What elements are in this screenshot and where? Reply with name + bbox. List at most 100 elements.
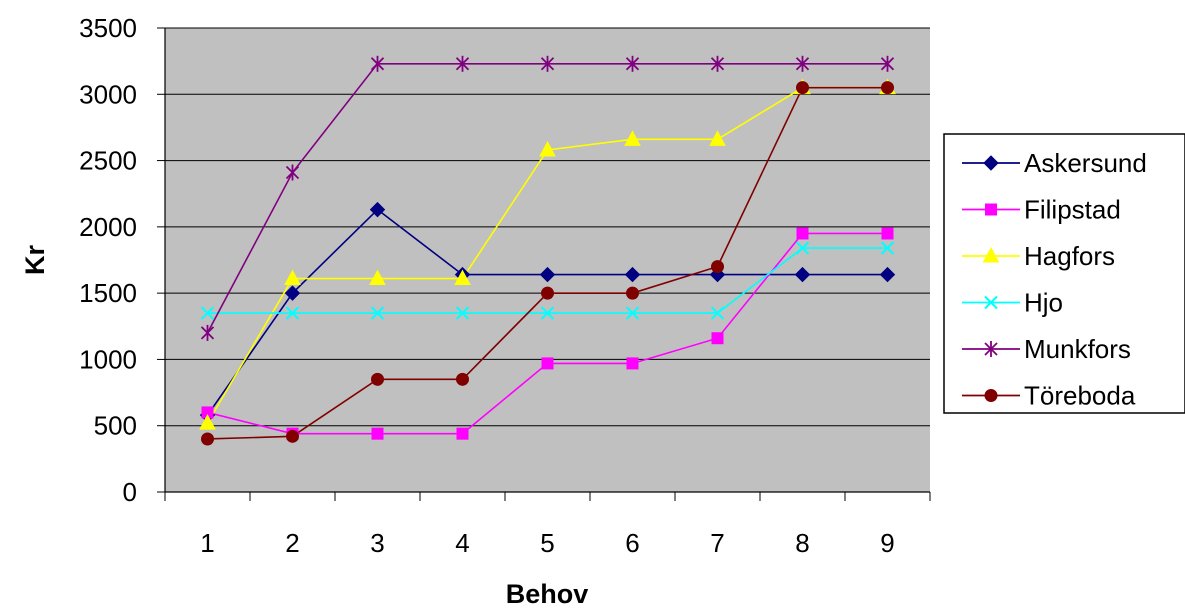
legend-marker <box>984 295 998 310</box>
data-point-t-reboda <box>626 286 639 300</box>
marker-stroke <box>540 306 555 320</box>
data-point-t-reboda <box>881 81 894 95</box>
data-point-munkfors <box>370 55 385 72</box>
legend-label: Munkfors <box>1024 334 1131 364</box>
legend-item-t-reboda: Töreboda <box>962 381 1136 411</box>
data-point-hagfors <box>284 269 301 286</box>
x-axis-ticks: 1 2 3 4 5 6 7 8 9 <box>164 492 931 558</box>
legend-label: Askersund <box>1024 148 1147 178</box>
marker-stroke <box>984 295 998 310</box>
data-point-hjo <box>370 306 385 320</box>
legend-item-askersund: Askersund <box>962 148 1147 178</box>
legend-label: Hjo <box>1024 288 1063 318</box>
y-axis-ticks: 0 500 1000 1500 2000 2500 3000 3500 <box>79 13 165 507</box>
data-point-munkfors <box>200 324 215 341</box>
x-tick-label: 8 <box>795 528 809 558</box>
legend-marker <box>984 341 998 357</box>
plot-area <box>165 28 930 492</box>
data-point-t-reboda <box>201 432 214 446</box>
data-point-hjo <box>455 306 470 320</box>
data-point-munkfors <box>880 55 895 72</box>
y-tick-label: 1500 <box>79 278 137 308</box>
x-tick-label: 3 <box>370 528 384 558</box>
x-tick-label: 1 <box>200 528 214 558</box>
data-point-hagfors <box>624 130 641 146</box>
y-axis-title: Kr <box>20 245 50 275</box>
data-point-filipstad <box>796 227 809 240</box>
data-point-askersund <box>624 266 641 283</box>
data-point-askersund <box>284 285 301 301</box>
x-tick-label: 7 <box>710 528 724 558</box>
marker-stroke <box>370 306 385 320</box>
y-tick-label: 500 <box>94 411 137 441</box>
data-point-t-reboda <box>796 81 809 95</box>
data-point-hjo <box>200 306 215 320</box>
data-point-filipstad <box>371 427 384 440</box>
data-point-askersund <box>879 266 896 283</box>
legend-item-munkfors: Munkfors <box>962 334 1131 364</box>
legend-label: Hagfors <box>1024 241 1115 271</box>
data-point-hjo <box>710 306 725 320</box>
data-point-t-reboda <box>541 286 554 300</box>
legend-label: Filipstad <box>1024 195 1121 225</box>
marker-stroke <box>285 306 300 320</box>
legend: Askersund Filipstad Hagfors Hjo Munkfors Töre… <box>943 133 1185 414</box>
x-tick-label: 5 <box>540 528 554 558</box>
data-point-munkfors <box>455 55 470 72</box>
series-markers <box>199 55 896 446</box>
marker-stroke <box>795 241 810 255</box>
data-point-hagfors <box>454 269 471 286</box>
legend-marker <box>983 155 999 171</box>
marker-stroke <box>625 306 640 320</box>
data-point-hjo <box>880 241 895 255</box>
axes <box>164 28 930 493</box>
legend-box <box>943 133 1185 414</box>
legend-marker <box>982 246 1000 263</box>
data-point-t-reboda <box>711 260 724 274</box>
data-point-t-reboda <box>286 429 299 443</box>
y-tick-label: 2000 <box>79 212 137 242</box>
marker-stroke <box>455 306 470 320</box>
data-point-hjo <box>540 306 555 320</box>
y-tick-label: 2500 <box>79 146 137 176</box>
data-point-hagfors <box>539 140 556 157</box>
legend-marker <box>984 389 998 402</box>
y-tick-label: 3500 <box>79 13 137 43</box>
x-tick-label: 9 <box>880 528 894 558</box>
data-point-t-reboda <box>456 372 469 386</box>
data-point-askersund <box>539 266 556 283</box>
legend-item-filipstad: Filipstad <box>962 195 1121 225</box>
legend-item-hagfors: Hagfors <box>962 241 1115 271</box>
x-axis-title: Behov <box>506 579 589 608</box>
marker-stroke <box>200 306 215 320</box>
data-point-filipstad <box>881 227 894 240</box>
data-point-hagfors <box>709 130 726 146</box>
legend-marker <box>985 203 997 216</box>
data-point-filipstad <box>201 406 214 419</box>
data-point-filipstad <box>456 427 469 440</box>
data-point-munkfors <box>625 55 640 72</box>
x-tick-label: 2 <box>285 528 299 558</box>
marker-stroke <box>880 241 895 255</box>
data-point-hagfors <box>369 269 386 286</box>
data-point-hagfors <box>199 414 216 430</box>
legend-label: Töreboda <box>1024 381 1136 411</box>
x-tick-label: 4 <box>455 528 469 558</box>
data-point-hjo <box>795 241 810 255</box>
data-point-munkfors <box>540 55 555 72</box>
data-point-hjo <box>625 306 640 320</box>
legend-item-hjo: Hjo <box>962 288 1063 318</box>
marker-stroke <box>710 306 725 320</box>
data-point-munkfors <box>710 55 725 72</box>
data-point-munkfors <box>795 55 810 72</box>
y-tick-label: 0 <box>123 477 137 507</box>
data-point-askersund <box>369 201 386 218</box>
data-point-munkfors <box>285 164 300 181</box>
data-point-t-reboda <box>371 372 384 386</box>
data-point-filipstad <box>711 332 724 345</box>
y-tick-label: 3000 <box>79 79 137 109</box>
data-point-filipstad <box>541 357 554 370</box>
y-tick-label: 1000 <box>79 344 137 374</box>
data-point-filipstad <box>626 357 639 370</box>
